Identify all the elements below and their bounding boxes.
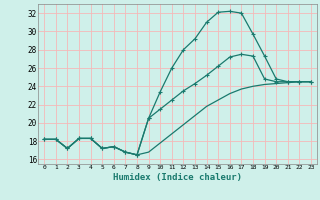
X-axis label: Humidex (Indice chaleur): Humidex (Indice chaleur) <box>113 173 242 182</box>
